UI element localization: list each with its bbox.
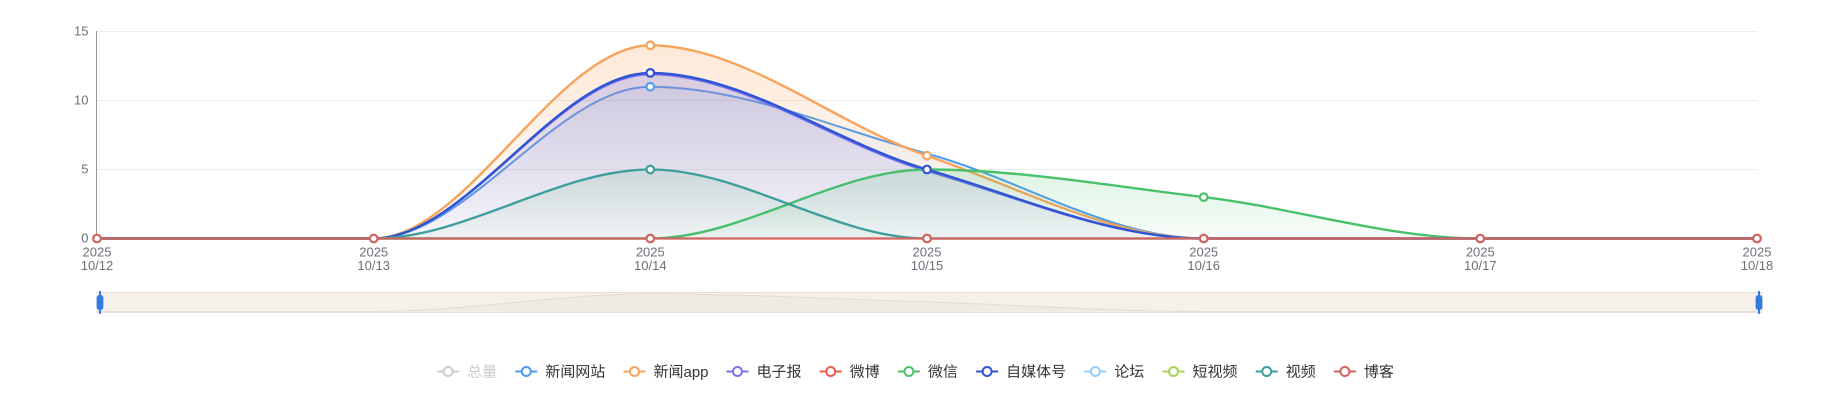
svg-text:10/14: 10/14 bbox=[634, 258, 667, 273]
svg-text:0: 0 bbox=[81, 231, 88, 246]
svg-text:15: 15 bbox=[74, 24, 88, 39]
svg-text:2025: 2025 bbox=[636, 245, 665, 260]
svg-text:2025: 2025 bbox=[1743, 245, 1772, 260]
svg-text:app: app bbox=[684, 364, 709, 381]
svg-text:10/15: 10/15 bbox=[911, 258, 944, 273]
svg-text:10: 10 bbox=[74, 93, 88, 108]
svg-text:5: 5 bbox=[81, 162, 88, 177]
svg-text:10/17: 10/17 bbox=[1464, 258, 1497, 273]
svg-text:10/18: 10/18 bbox=[1741, 258, 1774, 273]
svg-text:10/13: 10/13 bbox=[357, 258, 390, 273]
svg-text:2025: 2025 bbox=[83, 245, 112, 260]
svg-text:2025: 2025 bbox=[913, 245, 942, 260]
svg-text:10/12: 10/12 bbox=[81, 258, 114, 273]
svg-text:10/16: 10/16 bbox=[1187, 258, 1220, 273]
svg-text:2025: 2025 bbox=[1466, 245, 1495, 260]
svg-text:2025: 2025 bbox=[359, 245, 388, 260]
svg-text:2025: 2025 bbox=[1189, 245, 1218, 260]
